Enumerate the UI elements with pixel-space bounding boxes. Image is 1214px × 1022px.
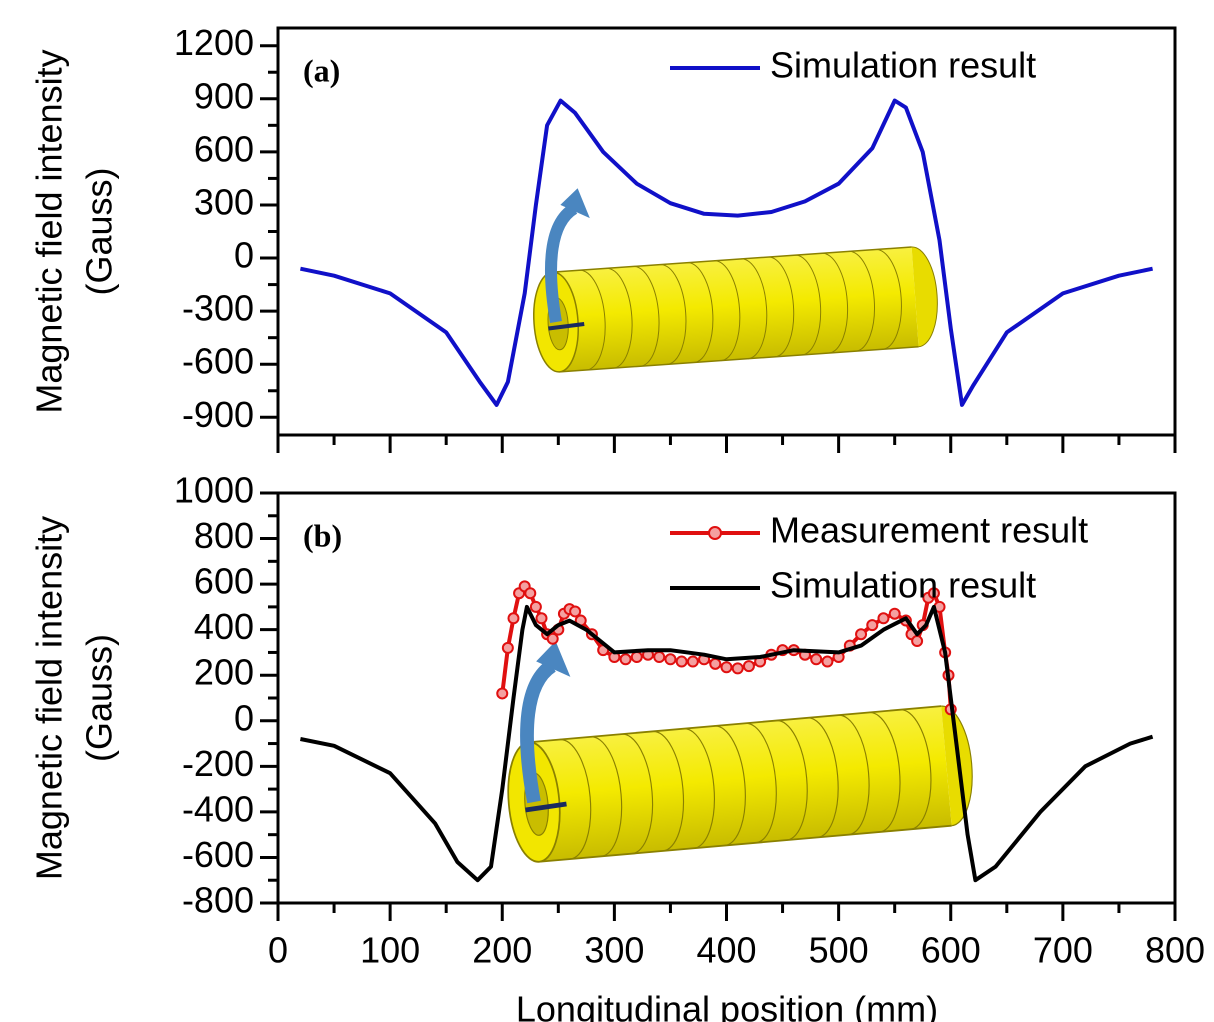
y-tick-label: -200: [182, 743, 254, 784]
data-point: [496, 687, 509, 700]
x-tick-label: 200: [472, 930, 532, 971]
y-tick-label: 0: [234, 697, 254, 738]
y-axis-label: (Gauss): [79, 634, 120, 762]
data-point: [501, 641, 514, 654]
data-point: [529, 600, 542, 613]
x-tick-label: 600: [921, 930, 981, 971]
y-tick-label: -400: [182, 788, 254, 829]
y-tick-label: 1000: [174, 470, 254, 511]
y-tick-label: 200: [194, 652, 254, 693]
x-axis-label: Longitudinal position (mm): [516, 989, 938, 1022]
x-tick-label: 100: [360, 930, 420, 971]
data-point: [619, 653, 632, 666]
data-point: [524, 587, 537, 600]
data-line: [300, 604, 1154, 883]
data-point: [888, 607, 901, 620]
data-point: [653, 651, 666, 663]
y-axis-label: (Gauss): [79, 167, 120, 295]
data-point: [630, 651, 643, 663]
data-point: [866, 619, 879, 632]
data-point: [855, 628, 868, 641]
legend-label: Measurement result: [770, 510, 1088, 551]
plot-frame: [276, 26, 1177, 437]
y-tick-label: 800: [194, 515, 254, 556]
data-point: [686, 655, 699, 668]
x-tick-label: 700: [1033, 930, 1093, 971]
data-point: [742, 660, 755, 673]
y-tick-label: 1200: [174, 22, 254, 63]
data-point: [720, 661, 733, 674]
data-point: [675, 655, 688, 668]
x-tick-label: 0: [268, 930, 288, 971]
y-tick-label: 0: [234, 235, 254, 276]
data-point: [731, 662, 744, 675]
data-point: [546, 632, 559, 645]
panel-label: (b): [303, 517, 342, 553]
data-point: [911, 635, 924, 648]
data-point: [569, 605, 582, 618]
y-tick-label: -300: [182, 288, 254, 329]
y-tick-label: 300: [194, 181, 254, 222]
x-tick-label: 500: [809, 930, 869, 971]
plot-frame: [276, 491, 1177, 905]
legend-marker: [708, 526, 722, 540]
data-point: [877, 612, 890, 625]
data-point: [709, 657, 722, 670]
y-tick-label: -600: [182, 834, 254, 875]
coil-inset: [495, 606, 977, 864]
y-tick-label: 900: [194, 75, 254, 116]
y-axis-label: Magnetic field intensity: [29, 516, 70, 880]
data-point: [821, 655, 834, 668]
y-tick-label: -900: [182, 394, 254, 435]
data-point: [664, 653, 677, 666]
x-tick-label: 800: [1145, 930, 1205, 971]
y-tick-label: -800: [182, 880, 254, 921]
y-tick-label: 600: [194, 561, 254, 602]
data-point: [535, 612, 548, 625]
legend-label: Simulation result: [770, 45, 1036, 86]
y-axis-label: Magnetic field intensity: [29, 49, 70, 413]
data-point: [507, 612, 520, 625]
data-line: [299, 98, 1154, 407]
data-point: [810, 653, 823, 666]
legend-label: Simulation result: [770, 565, 1036, 606]
y-tick-label: -600: [182, 341, 254, 382]
coil-inset: [525, 164, 941, 374]
y-tick-label: 400: [194, 606, 254, 647]
x-tick-label: 300: [584, 930, 644, 971]
x-tick-label: 400: [696, 930, 756, 971]
panel-label: (a): [303, 52, 340, 88]
data-point: [927, 587, 940, 600]
y-tick-label: 600: [194, 128, 254, 169]
